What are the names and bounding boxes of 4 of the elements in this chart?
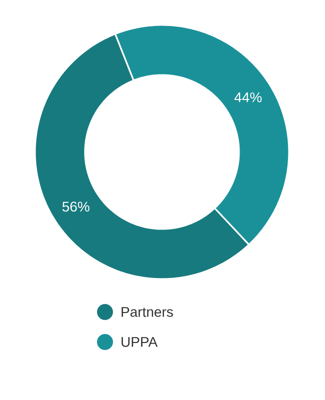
data-label: 44% [234, 92, 262, 102]
data-label: 56% [62, 202, 90, 212]
legend-label: Partners [122, 307, 173, 317]
legend-label: UPPA [122, 337, 158, 347]
